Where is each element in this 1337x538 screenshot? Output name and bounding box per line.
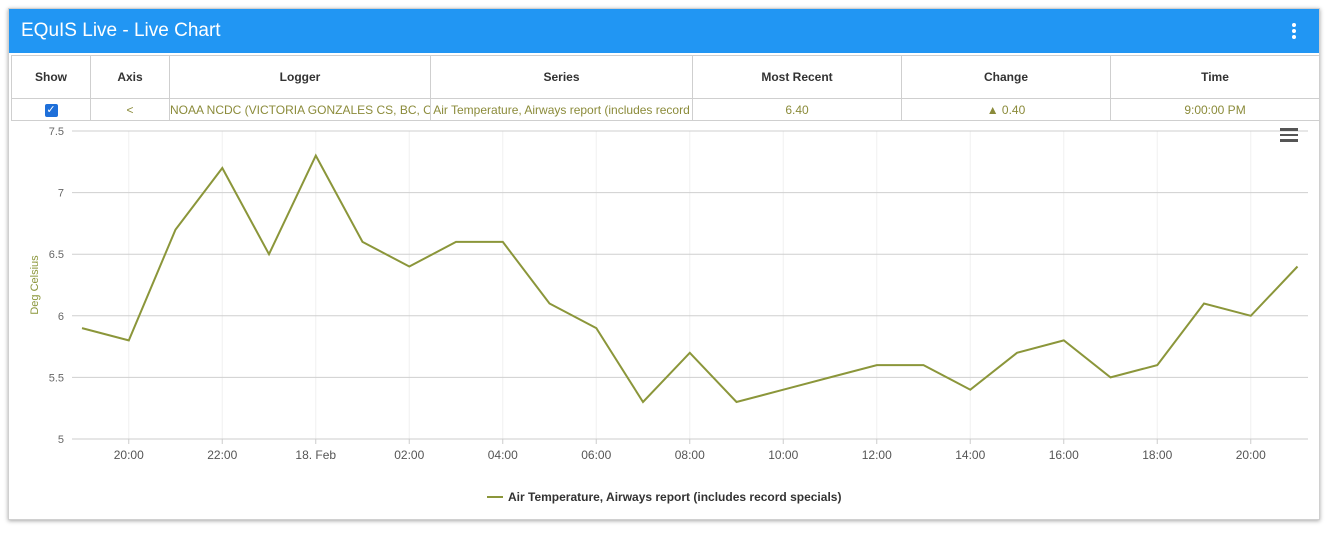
y-tick-label: 7 bbox=[58, 188, 64, 200]
series-table: Show Axis Logger Series Most Recent Chan… bbox=[11, 55, 1320, 121]
x-tick-label: 06:00 bbox=[581, 448, 611, 462]
show-checkbox[interactable]: ✓ bbox=[44, 103, 58, 117]
window-title: EQuIS Live - Live Chart bbox=[21, 20, 221, 41]
header-most-recent[interactable]: Most Recent bbox=[692, 55, 902, 99]
x-tick-label: 14:00 bbox=[955, 448, 985, 462]
x-tick-label: 02:00 bbox=[394, 448, 424, 462]
header-show[interactable]: Show bbox=[11, 55, 91, 99]
table-row: ✓ < NOAA NCDC (VICTORIA GONZALES CS, BC,… bbox=[11, 98, 1320, 121]
show-cell: ✓ bbox=[11, 98, 91, 121]
title-bar: EQuIS Live - Live Chart bbox=[9, 9, 1319, 53]
x-tick-label: 20:00 bbox=[114, 448, 144, 462]
time-cell: 9:00:00 PM bbox=[1110, 98, 1320, 121]
x-tick-label: 04:00 bbox=[488, 448, 518, 462]
y-tick-label: 5 bbox=[58, 434, 64, 446]
y-axis-label: Deg Celsius bbox=[29, 255, 41, 315]
live-chart-panel: EQuIS Live - Live Chart Show Axis Logger… bbox=[8, 8, 1320, 520]
x-tick-label: 08:00 bbox=[675, 448, 705, 462]
x-tick-label: 18:00 bbox=[1142, 448, 1172, 462]
x-tick-label: 16:00 bbox=[1049, 448, 1079, 462]
more-options-icon[interactable] bbox=[1291, 23, 1297, 39]
legend-label: Air Temperature, Airways report (include… bbox=[508, 490, 841, 504]
x-tick-label: 18. Feb bbox=[295, 448, 336, 462]
chart-menu-icon[interactable] bbox=[1280, 128, 1298, 142]
x-tick-label: 12:00 bbox=[862, 448, 892, 462]
series-cell: Air Temperature, Airways report (include… bbox=[430, 98, 693, 121]
x-tick-label: 20:00 bbox=[1236, 448, 1266, 462]
y-tick-label: 7.5 bbox=[49, 126, 64, 138]
change-cell: ▲ 0.40 bbox=[901, 98, 1111, 121]
x-tick-label: 22:00 bbox=[207, 448, 237, 462]
logger-cell: NOAA NCDC (VICTORIA GONZALES CS, BC, CAN bbox=[169, 98, 431, 121]
y-tick-label: 6 bbox=[58, 311, 64, 323]
y-tick-label: 5.5 bbox=[49, 372, 64, 384]
y-tick-label: 6.5 bbox=[49, 249, 64, 261]
x-tick-label: 10:00 bbox=[768, 448, 798, 462]
series-line bbox=[81, 153, 1299, 404]
